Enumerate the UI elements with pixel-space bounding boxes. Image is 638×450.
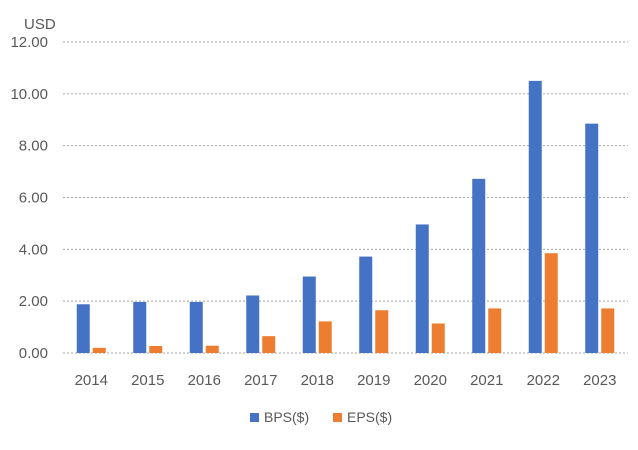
bar-eps — [262, 336, 276, 353]
bar-eps — [375, 310, 389, 353]
x-tick-label: 2017 — [244, 372, 277, 389]
legend-swatch-bps — [250, 413, 259, 422]
legend-label-bps: BPS($) — [264, 409, 309, 425]
x-tick-label: 2021 — [470, 372, 503, 389]
legend-label-eps: EPS($) — [347, 409, 392, 425]
x-axis-tick-labels: 2014 2015 2016 2017 2018 2019 2020 2021 2022 2023 — [75, 372, 617, 389]
bar-bps — [415, 224, 429, 353]
bar-bps — [528, 80, 542, 353]
x-tick-label: 2015 — [131, 372, 164, 389]
bars — [76, 80, 615, 353]
bar-eps — [92, 347, 106, 353]
bar-eps — [205, 345, 219, 353]
bar-bps — [189, 301, 203, 353]
bar-bps — [302, 276, 316, 353]
y-tick-label: 6.00 — [19, 190, 48, 207]
x-tick-label: 2023 — [583, 372, 616, 389]
bar-bps — [359, 256, 373, 353]
grid-lines — [63, 41, 628, 354]
y-axis-tick-labels: 0.00 2.00 4.00 6.00 8.00 10.00 12.00 — [10, 34, 48, 362]
y-tick-label: 8.00 — [19, 138, 48, 155]
bar-eps — [601, 308, 615, 353]
x-tick-label: 2016 — [188, 372, 221, 389]
y-axis-unit-label: USD — [24, 16, 56, 33]
bar-bps — [246, 295, 260, 353]
bar-eps — [431, 323, 445, 353]
x-tick-label: 2019 — [357, 372, 390, 389]
y-tick-label: 2.00 — [19, 293, 48, 310]
legend-swatch-eps — [333, 413, 342, 422]
bar-bps — [133, 301, 147, 353]
bar-eps — [544, 253, 558, 353]
x-tick-label: 2020 — [414, 372, 447, 389]
bar-eps — [488, 308, 502, 353]
bar-bps — [76, 304, 90, 353]
bar-bps — [585, 123, 599, 353]
y-tick-label: 12.00 — [10, 34, 48, 51]
bar-eps — [318, 321, 332, 353]
x-tick-label: 2022 — [527, 372, 560, 389]
x-tick-label: 2018 — [301, 372, 334, 389]
bar-eps — [149, 346, 163, 353]
y-tick-label: 10.00 — [10, 86, 48, 103]
y-tick-label: 0.00 — [19, 345, 48, 362]
y-tick-label: 4.00 — [19, 241, 48, 258]
legend: BPS($) EPS($) — [250, 409, 392, 425]
x-tick-label: 2014 — [75, 372, 108, 389]
bar-bps — [472, 178, 486, 353]
